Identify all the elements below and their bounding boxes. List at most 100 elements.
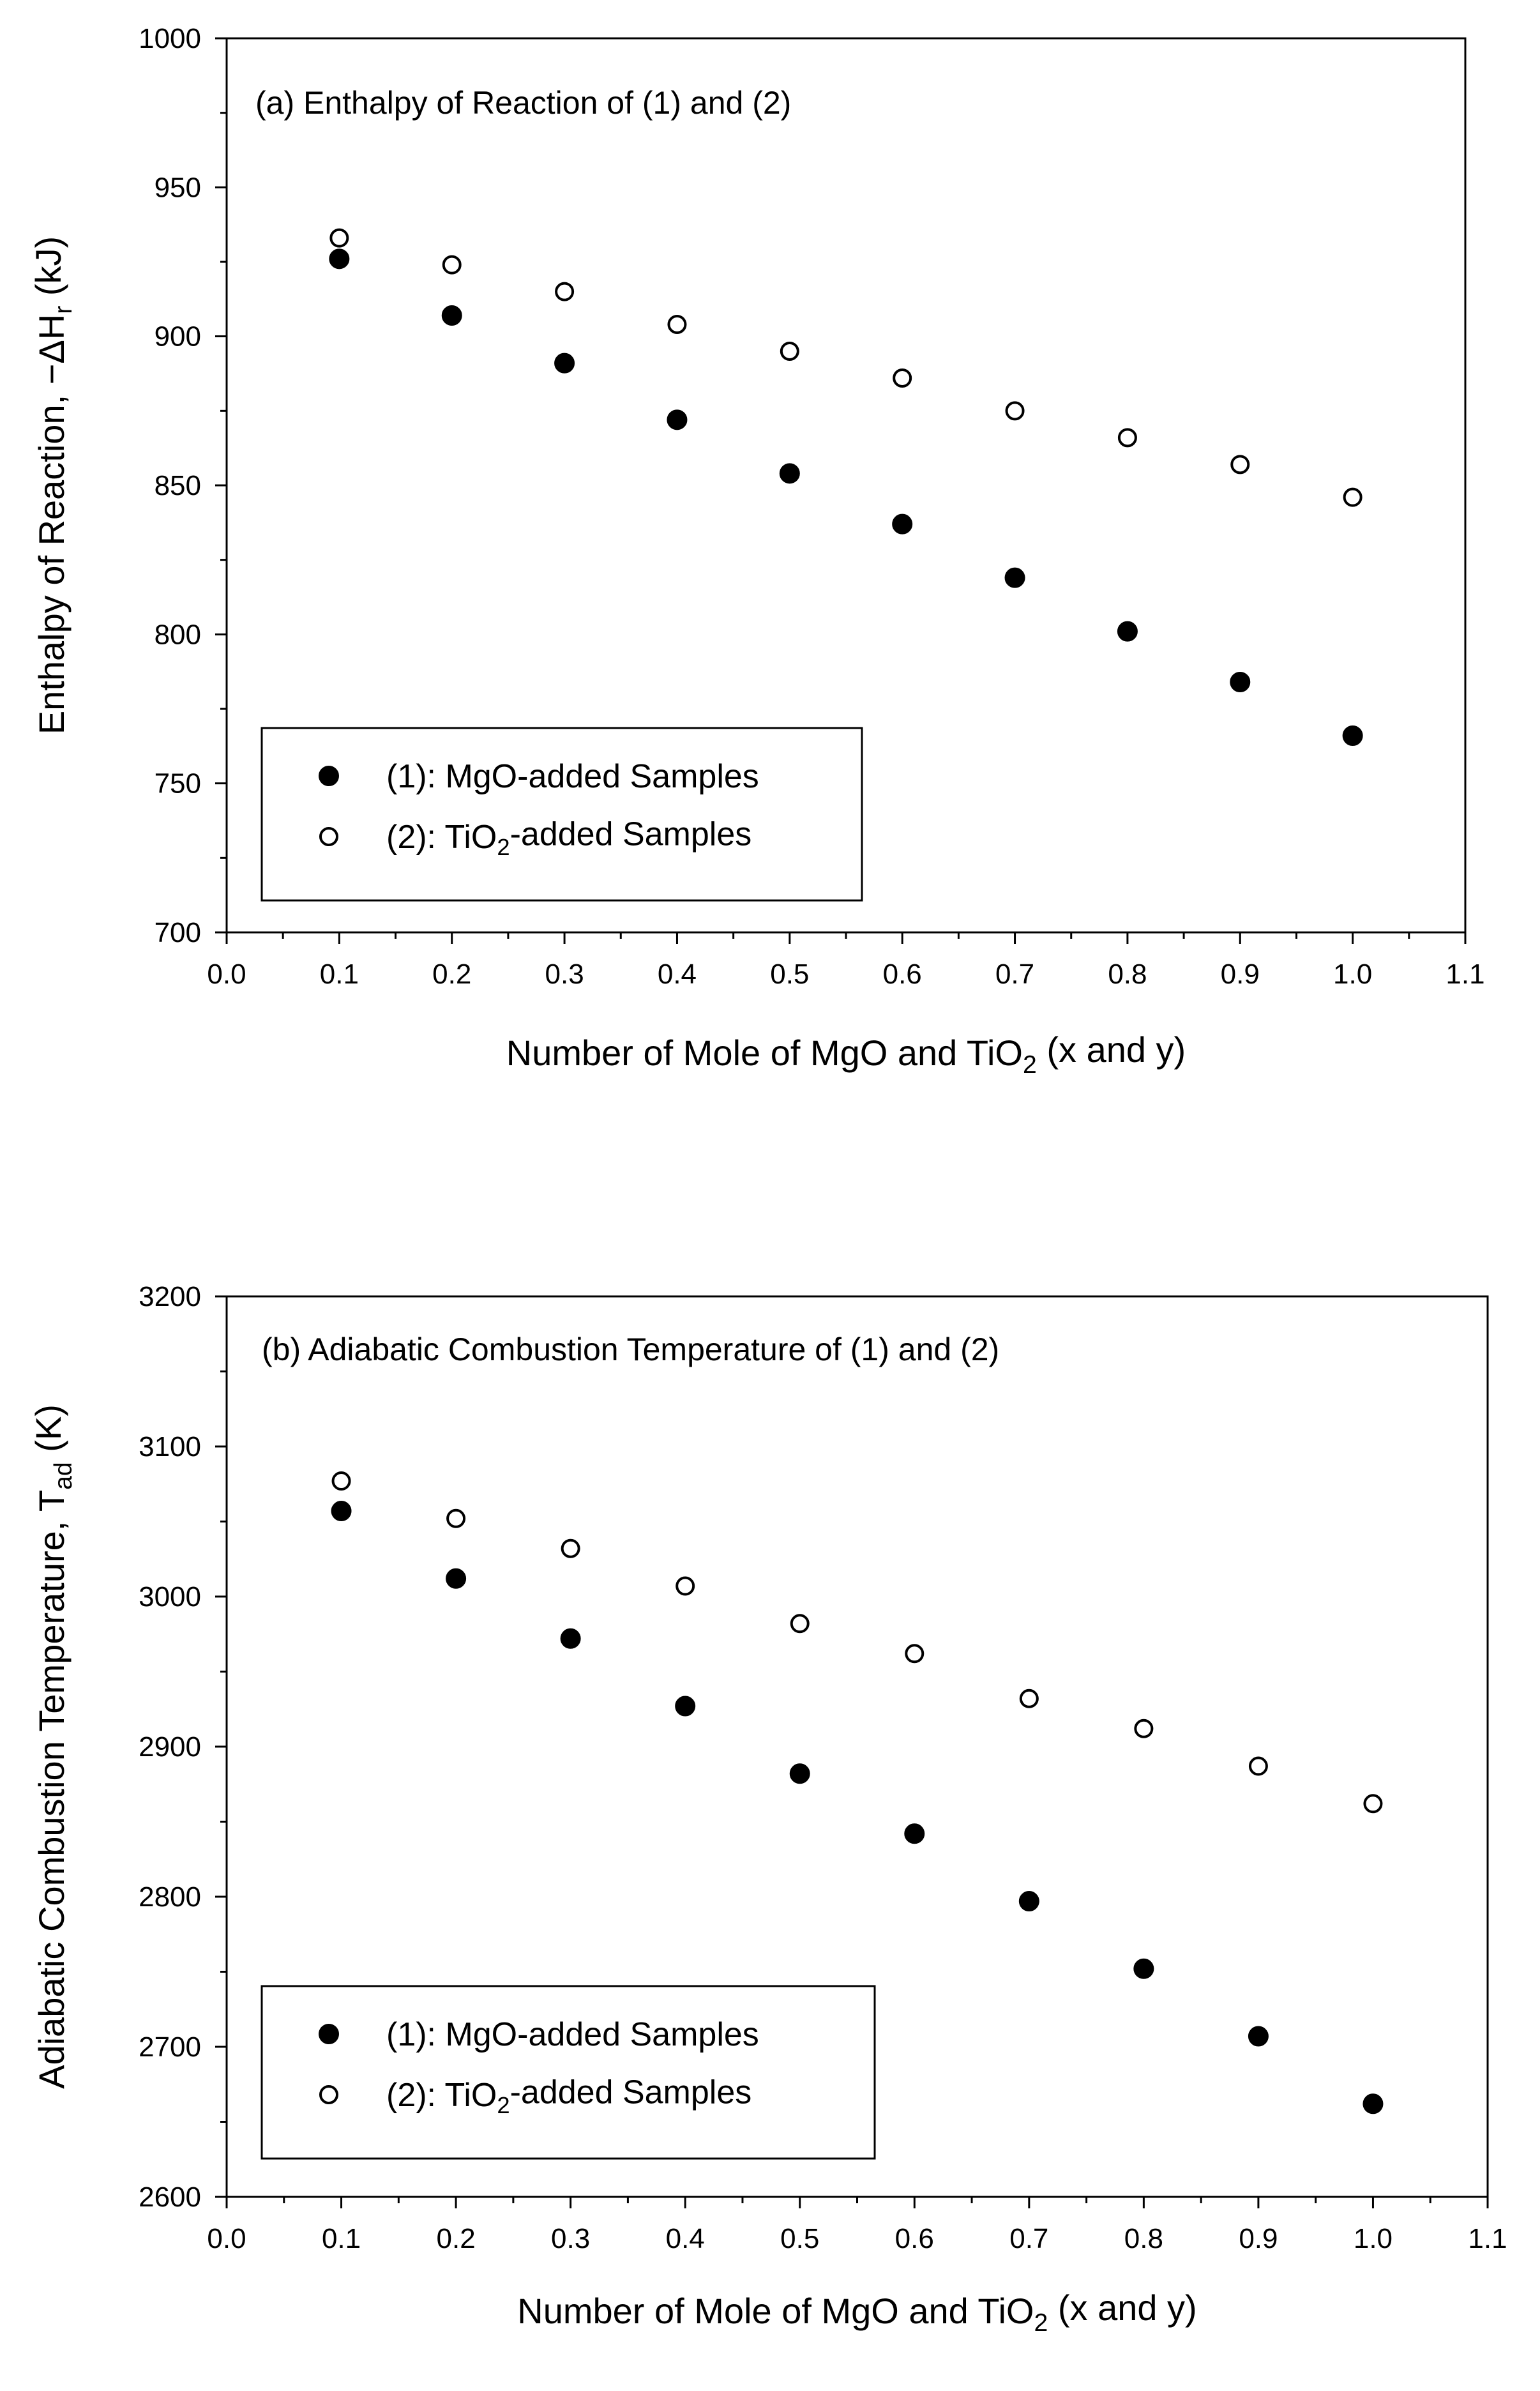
tio2-data-point	[1134, 1719, 1154, 1738]
y-tick-label: 950	[155, 172, 201, 203]
mgo-data-point	[667, 409, 688, 430]
x-tick-label: 1.1	[1468, 2223, 1507, 2254]
legend-label-mgo: (1): MgO-added Samples	[386, 758, 759, 795]
x-tick-label: 0.5	[770, 959, 809, 990]
legend: (1): MgO-added Samples (2): TiO2-added Sa…	[260, 1985, 876, 2160]
tio2-data-point	[331, 1471, 351, 1491]
y-tick-label: 850	[155, 470, 201, 501]
legend-marker-filled-circle	[319, 766, 339, 786]
x-axis-label-tail: (x and y)	[1037, 1029, 1186, 1070]
x-tick-label: 0.2	[437, 2223, 476, 2254]
x-tick-label: 0.9	[1221, 959, 1260, 990]
x-axis-label-sub: 2	[1034, 2309, 1048, 2337]
legend-marker-open-circle	[319, 2085, 338, 2104]
mgo-data-point	[554, 353, 575, 374]
mgo-data-point	[329, 248, 350, 269]
x-tick-label: 0.1	[320, 959, 359, 990]
tio2-data-point	[1117, 428, 1137, 448]
mgo-data-point	[1004, 567, 1025, 588]
legend-box	[260, 1985, 876, 2160]
mgo-data-point	[904, 1823, 925, 1844]
x-axis-label-main: Number of Mole of MgO and TiO	[517, 2291, 1034, 2331]
x-tick-label: 1.1	[1446, 959, 1484, 990]
legend-label-tio2-sub: 2	[497, 834, 510, 860]
x-tick-label: 0.8	[1108, 959, 1147, 990]
legend-box	[260, 727, 863, 902]
mgo-data-point	[779, 463, 800, 484]
y-axis-label-tail: (K)	[28, 1404, 68, 1462]
tio2-data-point	[555, 282, 575, 301]
y-tick-label: 2700	[139, 2031, 201, 2063]
legend-label-tio2-main: (2): TiO	[386, 819, 497, 856]
tio2-data-point	[667, 315, 687, 334]
mgo-data-point	[789, 1763, 810, 1784]
y-tick-label: 2800	[139, 1881, 201, 1913]
legend-label-tio2-main: (2): TiO	[386, 2077, 497, 2114]
x-tick-label: 0.7	[995, 959, 1034, 990]
mgo-data-point	[1018, 1891, 1039, 1912]
tio2-data-point	[905, 1644, 925, 1664]
mgo-data-point	[892, 513, 913, 535]
x-tick-label: 1.0	[1354, 2223, 1393, 2254]
legend-label-tio2-sub: 2	[497, 2092, 510, 2118]
y-axis-label-main: Adiabatic Combustion Temperature, T	[31, 1490, 72, 2089]
x-tick-label: 0.0	[207, 959, 246, 990]
y-tick-label: 2900	[139, 1731, 201, 1763]
tio2-data-point	[1343, 487, 1363, 507]
mgo-data-point	[1133, 1958, 1154, 1979]
tio2-data-point	[676, 1576, 695, 1596]
y-tick-label: 900	[155, 321, 201, 353]
x-tick-label: 0.7	[1009, 2223, 1048, 2254]
x-tick-label: 0.1	[322, 2223, 361, 2254]
x-axis-label: Number of Mole of MgO and TiO2 (x and y)	[517, 2288, 1197, 2337]
y-tick-label: 1000	[139, 23, 201, 54]
y-tick-label: 3000	[139, 1581, 201, 1613]
x-tick-label: 0.6	[883, 959, 922, 990]
legend-marker-filled-circle	[319, 2024, 339, 2044]
mgo-data-point	[1230, 672, 1251, 692]
mgo-data-point	[1248, 2026, 1269, 2047]
legend-label-tio2-tail: -added Samples	[510, 816, 752, 853]
legend-label-mgo-main: (1): MgO-added Samples	[386, 2016, 759, 2053]
legend-label-tio2: (2): TiO2-added Samples	[386, 2074, 751, 2118]
tio2-data-point	[1230, 455, 1250, 474]
y-tick-label: 3200	[139, 1281, 201, 1312]
legend-label-mgo: (1): MgO-added Samples	[386, 2016, 759, 2053]
x-tick-label: 0.4	[666, 2223, 705, 2254]
legend-label-mgo-main: (1): MgO-added Samples	[386, 758, 759, 795]
x-tick-label: 0.9	[1239, 2223, 1278, 2254]
tio2-data-point	[561, 1538, 580, 1558]
x-tick-label: 0.5	[780, 2223, 819, 2254]
x-tick-label: 0.0	[207, 2223, 246, 2254]
mgo-data-point	[446, 1568, 467, 1589]
x-axis-label-tail: (x and y)	[1048, 2288, 1197, 2328]
y-tick-label: 800	[155, 619, 201, 650]
chart-title: (a) Enthalpy of Reaction of (1) and (2)	[255, 85, 791, 121]
x-tick-label: 1.0	[1333, 959, 1372, 990]
x-axis-label-main: Number of Mole of MgO and TiO	[506, 1033, 1023, 1073]
chart-panel-a: 0.0 0.1 0.2 0.3 0.4 0.5 0.6 0.7 0.8 0.9 1.0 1.1 700 7…	[28, 23, 1485, 1079]
tio2-data-point	[442, 255, 462, 275]
legend-marker-open-circle	[319, 827, 338, 846]
chart-panel-b: 0.0 0.1 0.2 0.3 0.4 0.5 0.6 0.7 0.8 0.9 1.0 1.1 2600…	[28, 1281, 1507, 2337]
x-tick-label: 0.4	[658, 959, 697, 990]
chart-title: (b) Adiabatic Combustion Temperature of …	[262, 1332, 999, 1367]
y-axis-label: Enthalpy of Reaction, −ΔHr (kJ)	[28, 236, 77, 734]
tio2-data-point	[1005, 401, 1025, 421]
mgo-data-point	[560, 1628, 581, 1649]
y-tick-label: 750	[155, 768, 201, 800]
tio2-data-point	[1019, 1689, 1039, 1708]
y-axis-label: Adiabatic Combustion Temperature, Tad (K…	[28, 1404, 77, 2089]
x-tick-label: 0.6	[895, 2223, 934, 2254]
mgo-data-point	[1342, 725, 1363, 746]
mgo-data-point	[675, 1696, 696, 1717]
tio2-data-point	[893, 368, 912, 388]
x-tick-label: 0.2	[432, 959, 471, 990]
x-tick-label: 0.3	[545, 959, 584, 990]
x-axis-label: Number of Mole of MgO and TiO2 (x and y)	[506, 1029, 1186, 1079]
x-tick-label: 0.3	[551, 2223, 590, 2254]
legend-label-tio2: (2): TiO2-added Samples	[386, 816, 751, 860]
mgo-data-point	[331, 1501, 352, 1522]
legend: (1): MgO-added Samples (2): TiO2-added Sa…	[260, 727, 863, 902]
